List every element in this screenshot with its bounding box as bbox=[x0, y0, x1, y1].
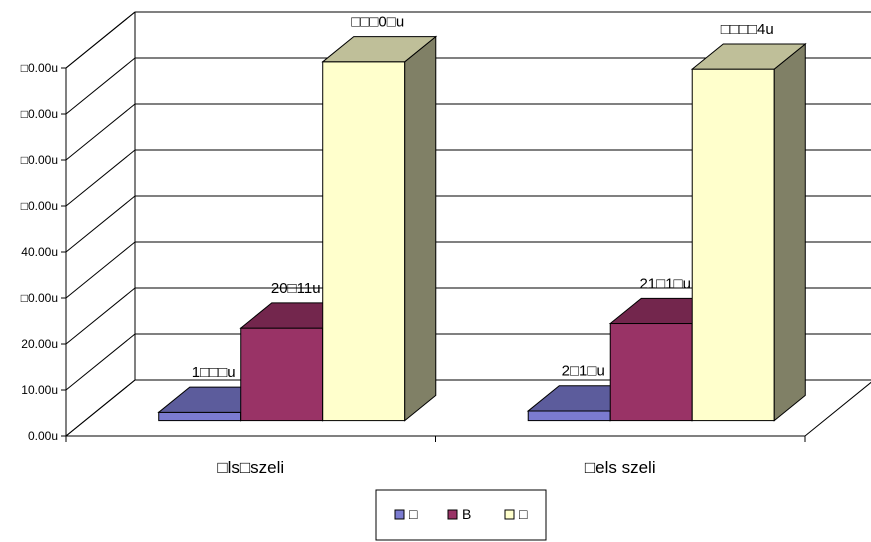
y-tick-label: □0.00u bbox=[21, 199, 58, 213]
y-tick-label: □0.00u bbox=[21, 107, 58, 121]
data-labels: 1□□□u 20□11u □□□0□u 2□1□u 21□1□u □□□□4u bbox=[192, 14, 774, 382]
bar-side bbox=[404, 35, 437, 422]
side-gridline bbox=[65, 241, 136, 299]
legend-swatch bbox=[394, 509, 405, 520]
legend: □ B □ bbox=[375, 489, 547, 541]
side-gridline bbox=[65, 195, 136, 253]
legend-swatch bbox=[447, 509, 458, 520]
legend-label: □ bbox=[519, 506, 528, 522]
bar-top bbox=[321, 36, 438, 63]
data-label: □□□0□u bbox=[351, 14, 404, 31]
category-labels: □ls□szeli □els szeli bbox=[217, 458, 655, 477]
bar-top bbox=[690, 43, 807, 70]
category-label: □ls□szeli bbox=[217, 458, 284, 477]
data-label: □□□□4u bbox=[721, 21, 774, 38]
side-gridline bbox=[65, 333, 136, 391]
data-label: 2□1□u bbox=[562, 363, 605, 380]
bar-front bbox=[691, 68, 775, 422]
y-tick-label: 10.00u bbox=[21, 383, 58, 397]
side-gridline bbox=[65, 11, 136, 69]
side-gridline bbox=[65, 57, 136, 115]
side-gridline bbox=[65, 103, 136, 161]
side-gridline bbox=[65, 379, 136, 437]
legend-swatch bbox=[504, 509, 515, 520]
data-label: 1□□□u bbox=[192, 364, 236, 381]
data-label: 20□11u bbox=[271, 280, 321, 297]
bar-side bbox=[773, 42, 806, 422]
y-tick-label: □0.00u bbox=[21, 61, 58, 75]
bar-front bbox=[240, 327, 324, 422]
side-gridline bbox=[65, 149, 136, 207]
side-gridline bbox=[65, 287, 136, 345]
y-tick-label: 20.00u bbox=[21, 337, 58, 351]
legend-label: □ bbox=[409, 506, 418, 522]
bars bbox=[157, 35, 807, 422]
legend-label: B bbox=[462, 506, 471, 522]
y-axis-ticks: 0.00u 10.00u 20.00u □0.00u 40.00u □0.00u □0.00… bbox=[21, 61, 66, 443]
y-tick-label: 0.00u bbox=[28, 429, 58, 443]
bar-front bbox=[322, 61, 406, 422]
y-tick-label: 40.00u bbox=[21, 245, 58, 259]
category-label: □els szeli bbox=[585, 458, 656, 477]
bar-front bbox=[158, 411, 242, 422]
y-tick-label: □0.00u bbox=[21, 291, 58, 305]
bar-front bbox=[609, 323, 693, 422]
bar-front bbox=[527, 410, 611, 422]
data-label: 21□1□u bbox=[639, 275, 691, 292]
y-tick-label: □0.00u bbox=[21, 153, 58, 167]
